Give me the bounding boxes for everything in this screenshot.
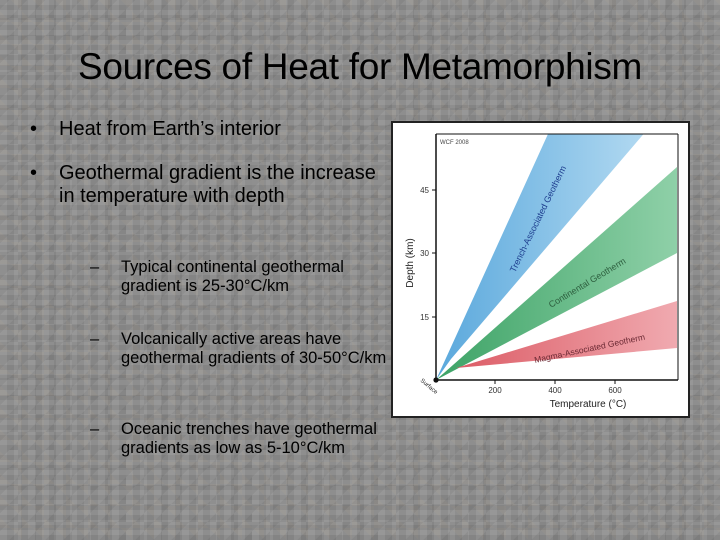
y-axis-label: Depth (km) — [405, 238, 416, 287]
bullet-text: Heat from Earth’s interior — [59, 118, 281, 140]
y-tick-45: 45 — [420, 186, 429, 195]
trench-geotherm-band — [436, 134, 644, 380]
continental-geotherm-band — [436, 167, 677, 380]
x-axis-label: Temperature (°C) — [550, 399, 627, 410]
bullet-marker: • — [30, 118, 38, 140]
sub-bullet-marker: – — [90, 420, 100, 438]
sub-bullet-text: Typical continental geothermal gradient … — [121, 258, 344, 295]
x-tick-600: 600 — [608, 386, 622, 395]
surface-origin-dot — [433, 377, 439, 383]
sub-bullet-text: Volcanically active areas have geotherma… — [121, 330, 387, 367]
magma-geotherm-band — [456, 301, 677, 368]
slide-title: Sources of Heat for Metamorphism — [77, 46, 643, 87]
sub-bullet-text: Oceanic trenches have geothermal gradien… — [121, 420, 377, 457]
y-tick-15: 15 — [420, 313, 429, 322]
x-tick-400: 400 — [548, 386, 562, 395]
bullet-marker: • — [30, 162, 38, 184]
bullet-text: Geothermal gradient is the increase in t… — [59, 162, 376, 207]
x-tick-200: 200 — [488, 386, 502, 395]
figure-credit: WCF 2008 — [440, 140, 469, 146]
sub-bullet-marker: – — [90, 330, 100, 348]
sub-bullet-marker: – — [90, 258, 100, 276]
y-tick-30: 30 — [420, 249, 429, 258]
geotherm-diagram: WCF 2008 45 30 15 200 400 600 Temperatur… — [391, 121, 690, 418]
